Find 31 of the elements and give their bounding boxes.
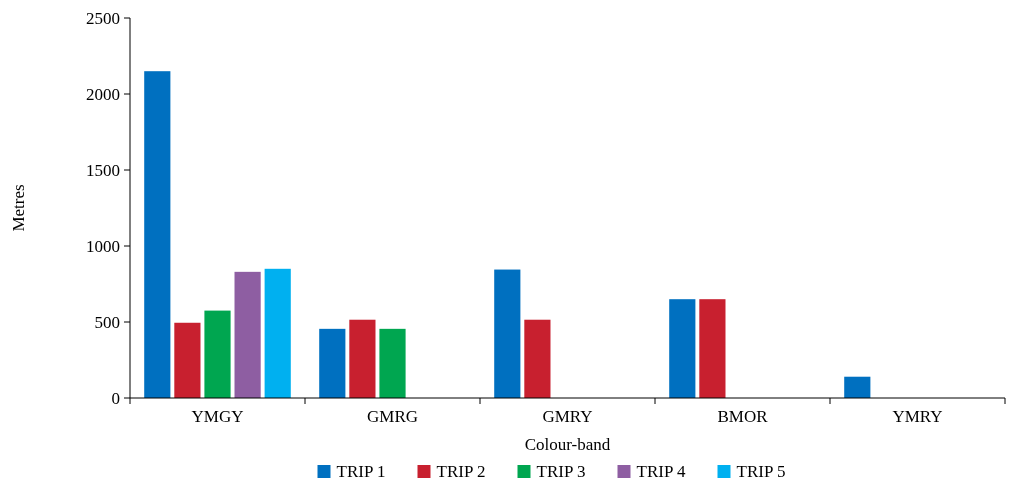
y-tick-label: 0 <box>111 388 120 408</box>
bar <box>669 299 696 398</box>
bar <box>319 328 346 398</box>
y-tick-label: 1500 <box>86 160 120 180</box>
legend-label: TRIP 4 <box>636 461 686 481</box>
y-tick-label: 2000 <box>86 84 120 104</box>
legend-label: TRIP 3 <box>536 461 586 481</box>
legend-label: TRIP 1 <box>336 461 386 481</box>
bar <box>349 319 376 398</box>
bar <box>174 322 201 398</box>
bar <box>379 328 406 398</box>
x-tick-label: BMOR <box>717 407 769 426</box>
y-axis-title: Metres <box>9 184 28 232</box>
bar <box>844 376 871 398</box>
legend-label: TRIP 5 <box>736 461 786 481</box>
x-tick-label: YMRY <box>892 407 943 426</box>
x-axis-title: Colour-band <box>524 435 611 454</box>
legend-label: TRIP 2 <box>436 461 486 481</box>
y-tick-label: 500 <box>94 312 120 332</box>
bar <box>494 269 521 398</box>
bar <box>699 299 726 398</box>
x-tick-label: GMRG <box>366 407 419 426</box>
bar <box>144 71 171 398</box>
bar <box>264 268 291 398</box>
bar <box>524 319 551 398</box>
bar <box>234 271 261 398</box>
x-tick-label: YMGY <box>191 407 244 426</box>
x-tick-label: GMRY <box>542 407 593 426</box>
y-tick-label: 1000 <box>86 236 120 256</box>
y-tick-label: 2500 <box>86 8 120 28</box>
bar <box>204 310 231 398</box>
